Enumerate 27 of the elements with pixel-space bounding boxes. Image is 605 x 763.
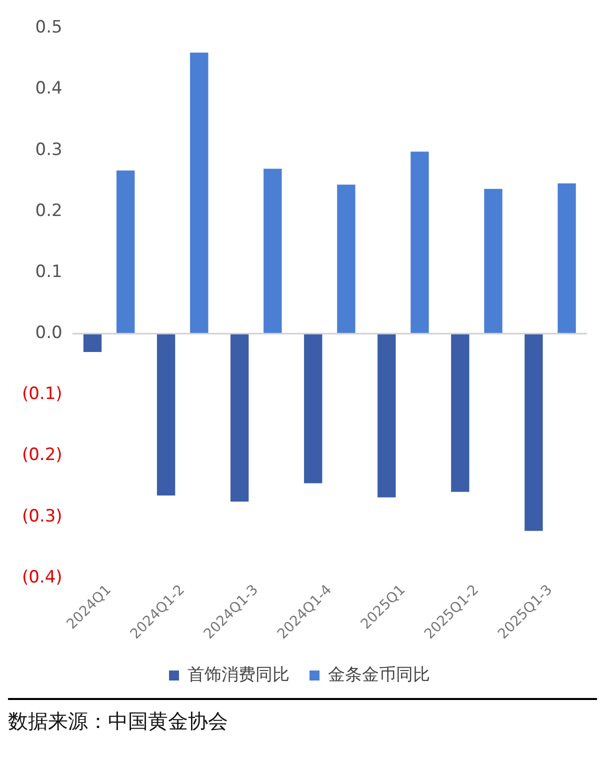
bar [264, 168, 282, 334]
bar [524, 334, 543, 531]
bar [337, 184, 356, 334]
bar [484, 188, 502, 334]
y-tick-label: (0.2) [22, 445, 62, 466]
bar [378, 334, 396, 498]
source-note: 数据来源：中国黄金协会 [8, 698, 597, 735]
bar [83, 334, 102, 352]
bar [410, 152, 429, 334]
legend-label: 首饰消费同比 [188, 664, 290, 685]
bar [156, 334, 176, 496]
y-tick-label: 0.5 [35, 18, 62, 38]
bar [230, 334, 249, 502]
y-tick-label: 0.2 [35, 200, 62, 221]
y-tick-label: 0.0 [35, 323, 62, 344]
bar [116, 170, 135, 334]
bar [190, 52, 208, 334]
y-tick-label: 0.4 [35, 78, 62, 99]
legend-label: 金条金币同比 [328, 664, 430, 685]
bar [304, 334, 322, 484]
bar [558, 183, 576, 334]
y-tick-label: (0.4) [22, 567, 62, 588]
bar [451, 334, 470, 492]
y-tick-label: (0.1) [22, 384, 62, 404]
y-tick-label: 0.3 [35, 140, 62, 160]
y-tick-label: (0.3) [22, 506, 62, 526]
y-tick-label: 0.1 [35, 262, 62, 282]
